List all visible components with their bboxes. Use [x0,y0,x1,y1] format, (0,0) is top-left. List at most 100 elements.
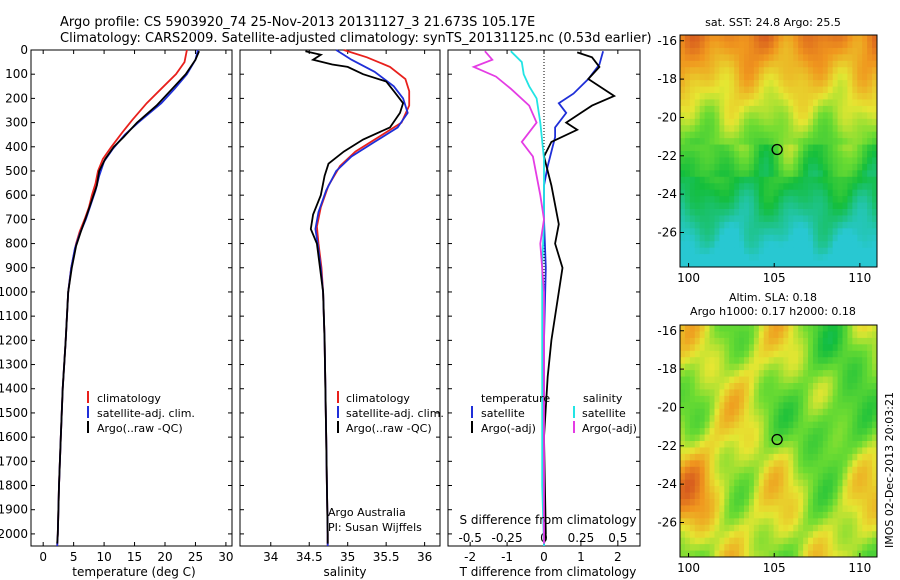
map-cell [832,54,839,62]
map-cell [724,453,730,461]
map-cell [684,492,691,500]
map-cell [857,479,863,487]
map-cell [744,234,750,242]
map-cell [768,511,775,519]
map-cell [729,170,735,178]
map-cell [808,486,814,494]
map-cell [803,151,809,158]
map-cell [734,54,740,62]
footer-stamp: IMOS 02-Dec-2013 20:03:21 [883,392,896,548]
map-cell [778,550,784,558]
map-cell [852,466,858,474]
map-cell [817,408,824,416]
map-cell [684,389,691,397]
map-cell [867,163,873,171]
map-cell [699,176,706,184]
map-cell [817,118,824,126]
map-cell [724,35,730,42]
map-cell [822,499,829,506]
map-cell [847,221,853,229]
map-cell [822,473,829,481]
map-cell [803,260,809,268]
map-cell [729,505,735,513]
map-cell [734,144,740,152]
map-cell [783,421,789,429]
map-cell [783,183,789,191]
map-cell [704,215,711,223]
map-cell [798,35,804,42]
map-cell [709,531,715,539]
map-cell [842,544,848,552]
map-cell [808,331,814,339]
map-cell [808,35,814,42]
map-cell [680,254,686,262]
map-cell [739,41,745,49]
map-cell [778,99,784,107]
map-cell [719,331,725,339]
map-cell [832,67,839,75]
x-tick-label: 105 [763,561,786,575]
map-cell [744,383,750,390]
map-cell [724,421,730,429]
map-cell [744,344,750,352]
map-cell [709,447,715,455]
map-cell [852,247,858,255]
map-cell [744,93,750,100]
map-cell [739,196,745,204]
map-cell [694,370,701,378]
map-cell [832,80,839,88]
map-cell [808,183,814,191]
map-cell [862,41,868,49]
map-cell [768,247,775,255]
y-tick-label: -26 [657,515,677,529]
map-cell [832,434,839,442]
map-cell [798,189,804,197]
map-cell [724,434,730,442]
map-cell [724,486,730,494]
map-cell [862,370,868,378]
map-cell [788,228,794,236]
map-cell [684,118,691,126]
map-cell [768,370,775,378]
map-cell [763,183,770,191]
map-cell [753,118,760,126]
map-cell [699,389,706,397]
map-cell [842,550,848,558]
map-cell [684,428,691,436]
map-cell [773,221,779,229]
map-cell [847,466,853,474]
map-cell [748,80,755,88]
legend-title-salinity: salinity [583,392,623,405]
map-cell [768,441,775,448]
map-cell [684,486,691,494]
map-cell [822,421,829,429]
x-tick-label: 110 [848,271,871,285]
map-cell [788,176,794,184]
map-cell [719,41,725,49]
map-cell [719,395,725,403]
map-cell [783,105,789,113]
map-cell [872,86,878,94]
map-cell [704,453,711,461]
map-cell [704,234,711,242]
map-cell [744,73,750,81]
map-cell [862,441,868,448]
map-cell [729,105,735,113]
map-cell [753,499,760,506]
map-cell [867,370,873,378]
map-cell [709,138,715,146]
map-cell [773,395,779,403]
map-cell [734,337,740,345]
map-cell [857,189,863,197]
map-cell [872,105,878,113]
map-cell [704,350,711,358]
map-cell [862,131,868,139]
map-cell [867,234,873,242]
map-cell [753,112,760,120]
map-cell [808,492,814,500]
map-cell [719,215,725,223]
map-cell [689,441,696,448]
map-cell [763,67,770,75]
map-cell [773,73,779,81]
